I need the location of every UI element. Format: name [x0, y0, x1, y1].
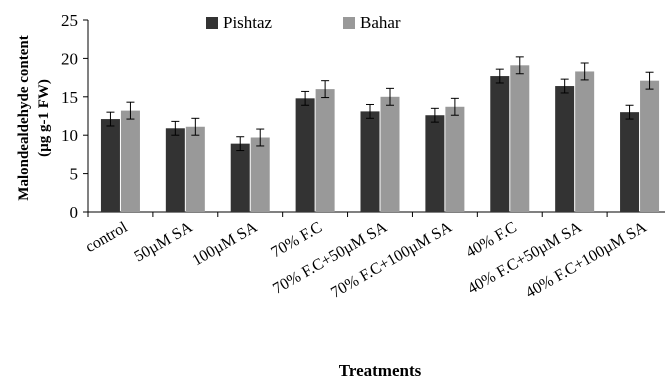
y-tick-label: 5	[70, 165, 79, 184]
bar-pishtaz	[490, 76, 510, 213]
x-tick-label: 40% F.C+100µM SA	[523, 219, 650, 302]
x-tick-label: 50µM SA	[131, 219, 195, 266]
bar-bahar	[380, 96, 400, 212]
y-axis-title-line2: (µg g-1 FW)	[36, 79, 52, 157]
bar-pishtaz	[230, 143, 250, 212]
bar-pishtaz	[100, 119, 120, 212]
bar-pishtaz	[165, 128, 185, 212]
y-tick-label: 0	[70, 203, 79, 222]
x-tick-label: 40% F.C	[463, 219, 520, 262]
x-tick-label: 70% F.C+100µM SA	[328, 219, 455, 302]
legend-label-bahar: Bahar	[360, 13, 401, 32]
bar-bahar	[185, 126, 205, 212]
bar-bahar	[120, 110, 140, 212]
y-tick-label: 10	[61, 126, 78, 145]
x-tick-label: control	[83, 218, 131, 256]
bar-pishtaz	[295, 98, 315, 212]
y-tick-label: 25	[61, 11, 78, 30]
y-tick-label: 20	[61, 49, 78, 68]
bar-bahar	[640, 80, 660, 212]
legend-swatch-bahar	[343, 17, 355, 29]
bar-bahar	[445, 106, 465, 212]
bar-pishtaz	[425, 115, 445, 212]
bar-bahar	[315, 89, 335, 212]
bar-pishtaz	[555, 86, 575, 212]
bar-pishtaz	[620, 112, 640, 212]
x-tick-label: 70% F.C	[268, 219, 325, 262]
legend-label-pishtaz: Pishtaz	[223, 13, 273, 32]
bar-bahar	[575, 71, 595, 213]
bar-bahar	[510, 65, 530, 212]
bar-bahar	[250, 137, 270, 212]
x-tick-label: 100µM SA	[189, 219, 260, 270]
legend-swatch-pishtaz	[206, 17, 218, 29]
y-axis-title-line1: Malondealdehyde content	[16, 35, 32, 200]
bar-pishtaz	[360, 111, 380, 212]
y-tick-label: 15	[61, 88, 78, 107]
y-axis-title: Malondealdehyde content (µg g-1 FW)	[16, 35, 52, 200]
x-axis-title: Treatments	[339, 361, 422, 380]
